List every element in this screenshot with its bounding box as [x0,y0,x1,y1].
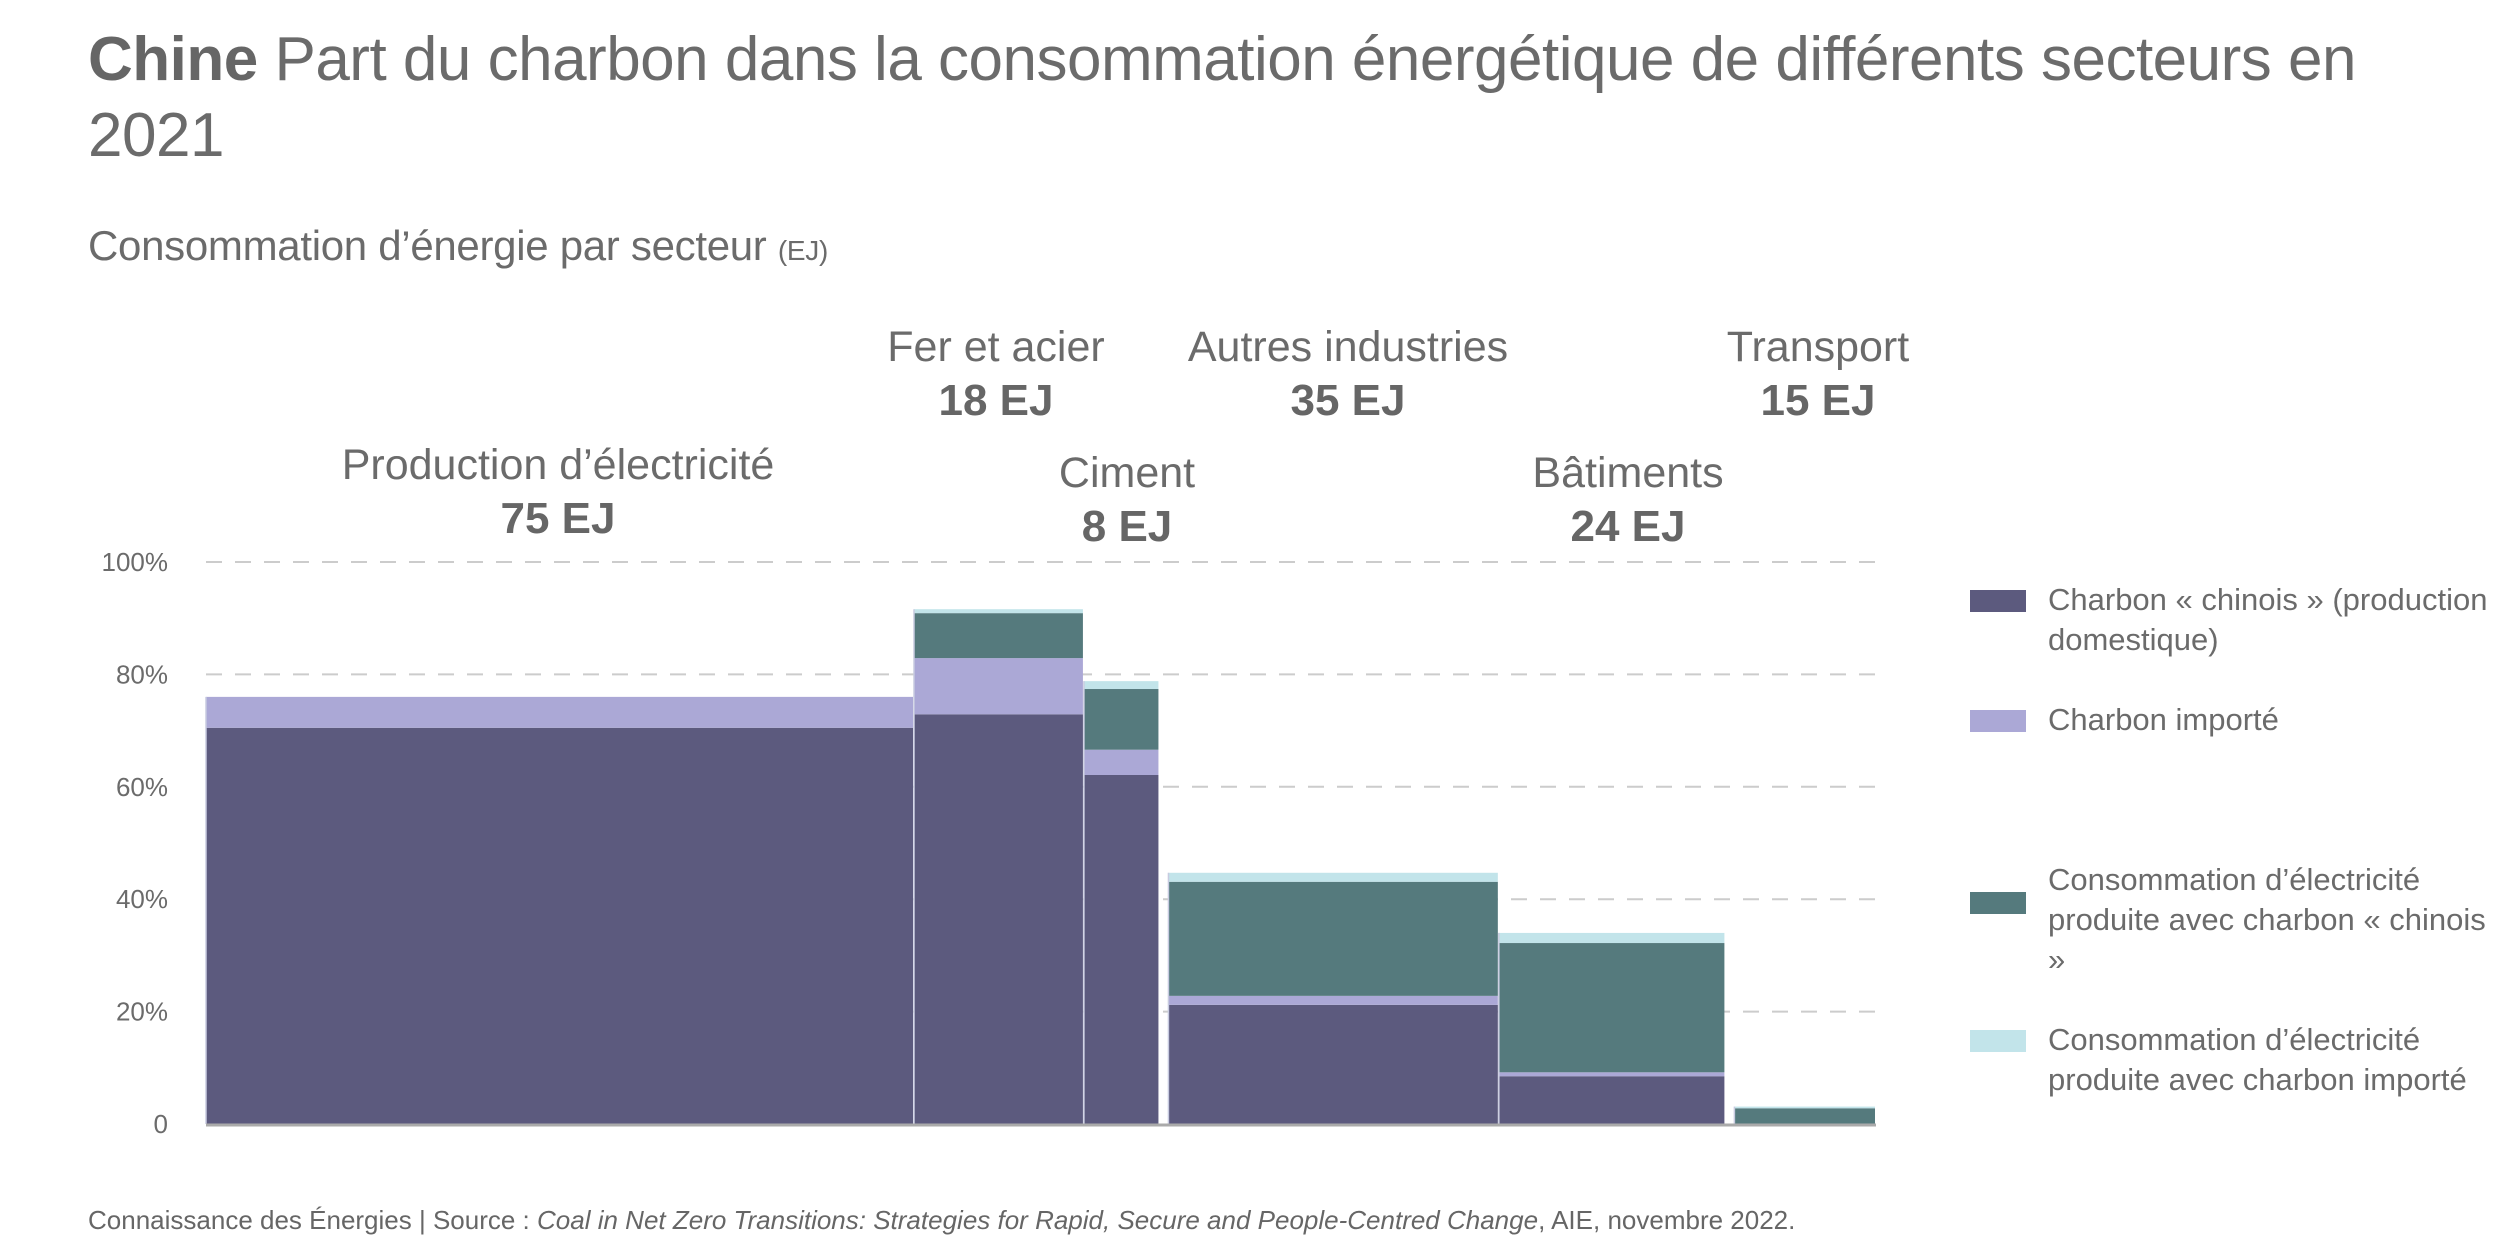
sector-label-transport: Transport 15 EJ [1727,320,1909,428]
bar-segment-elec-imported-coal [1168,872,1498,882]
y-tick-label: 40% [116,884,168,914]
y-tick-label: 20% [116,997,168,1027]
sector-value: 24 EJ [1570,502,1686,551]
chart-subtitle: Consommation d’énergie par secteur (EJ) [88,222,828,270]
bar-group [1498,932,1725,1124]
y-tick-label: 60% [116,772,168,802]
chart-title-text: Part du charbon dans la consommation éne… [88,25,2356,170]
legend-item-imported-coal: Charbon importé [1970,700,2488,740]
y-axis: 0 20% 40% 60% 80% 100% [102,547,1876,1139]
footer-prefix: Connaissance des Énergies | Source : [88,1205,538,1235]
legend-swatch [1970,590,2026,612]
bar-group [913,609,1083,1124]
source-footer: Connaissance des Énergies | Source : Coa… [88,1205,1795,1236]
bar-segment-elec-domestic-coal [1083,689,1159,750]
bar-group [1083,681,1159,1124]
sector-value: 18 EJ [938,376,1054,425]
legend-item-elec-imported-coal: Consommation d’électricité produite avec… [1970,1020,2488,1100]
sector-label-autres-industries: Autres industries 35 EJ [1188,320,1508,428]
legend-swatch [1970,1030,2026,1052]
legend-label: Consommation d’électricité produite avec… [2048,862,2486,977]
chart-subtitle-unit: (EJ) [777,235,828,266]
bar-segment-elec-domestic-coal [914,613,1083,659]
bar-segment-domestic-coal [1168,1004,1498,1124]
bar-segment-elec-domestic-coal [1498,943,1725,1073]
y-tick-label: 0 [154,1109,168,1139]
footer-suffix: , AIE, novembre 2022. [1538,1205,1796,1235]
legend-item-domestic-coal: Charbon « chinois » (production domestiq… [1970,580,2488,660]
chart-subtitle-text: Consommation d’énergie par secteur [88,222,767,269]
sector-value: 75 EJ [500,494,616,543]
sector-value: 8 EJ [1081,502,1173,551]
bar-segment-elec-domestic-coal [1168,881,1498,996]
bar-segment-imported-coal [1083,749,1159,775]
sector-name: Bâtiments [1532,449,1724,497]
sector-name: Transport [1726,323,1910,371]
footer-source-title: Coal in Net Zero Transitions: Strategies… [537,1205,1539,1235]
sector-value: 35 EJ [1290,376,1406,425]
bar-segment-domestic-coal [1083,774,1159,1124]
bar-segment-elec-imported-coal [1498,932,1725,944]
legend-label: Consommation d’électricité produite avec… [2048,1022,2467,1097]
bar-segment-domestic-coal [914,714,1083,1124]
y-tick-label: 100% [102,547,169,577]
sector-name: Autres industries [1187,323,1509,371]
chart-title: Chine Part du charbon dans la consommati… [88,22,2388,174]
bar-segment-imported-coal [1498,1072,1725,1077]
sector-value: 15 EJ [1760,376,1876,425]
bar-segment-imported-coal [1168,995,1498,1005]
legend-swatch [1970,710,2026,732]
bar-group [1167,872,1498,1124]
y-tick-label: 80% [116,659,168,689]
bar-segment-elec-imported-coal [1083,681,1159,690]
legend-swatch [1970,892,2026,914]
bar-segment-domestic-coal [1498,1076,1725,1124]
sector-label-fer-acier: Fer et acier 18 EJ [887,320,1104,428]
bar-segment-elec-imported-coal [914,609,1083,614]
bar-segment-domestic-coal [206,727,913,1124]
sector-name: Ciment [1058,449,1196,497]
legend-label: Charbon « chinois » (production domestiq… [2048,582,2488,657]
bars [205,609,1875,1124]
bar-group [205,696,913,1124]
sector-label-ciment: Ciment 8 EJ [1059,446,1195,554]
sector-name: Fer et acier [887,323,1105,371]
legend-label: Charbon importé [2048,702,2279,737]
sector-label-electricite: Production d’électricité 75 EJ [342,438,775,546]
chart-title-country: Chine [88,25,258,94]
bar-segment-elec-imported-coal [1734,1106,1875,1109]
legend-item-elec-domestic-coal: Consommation d’électricité produite avec… [1970,860,2488,980]
bar-segment-imported-coal [206,696,913,728]
bar-segment-imported-coal [914,658,1083,715]
bar-segment-elec-domestic-coal [1734,1108,1875,1124]
sector-name: Production d’électricité [341,441,775,489]
sector-label-batiments: Bâtiments 24 EJ [1532,446,1723,554]
bar-group [1733,1106,1875,1124]
